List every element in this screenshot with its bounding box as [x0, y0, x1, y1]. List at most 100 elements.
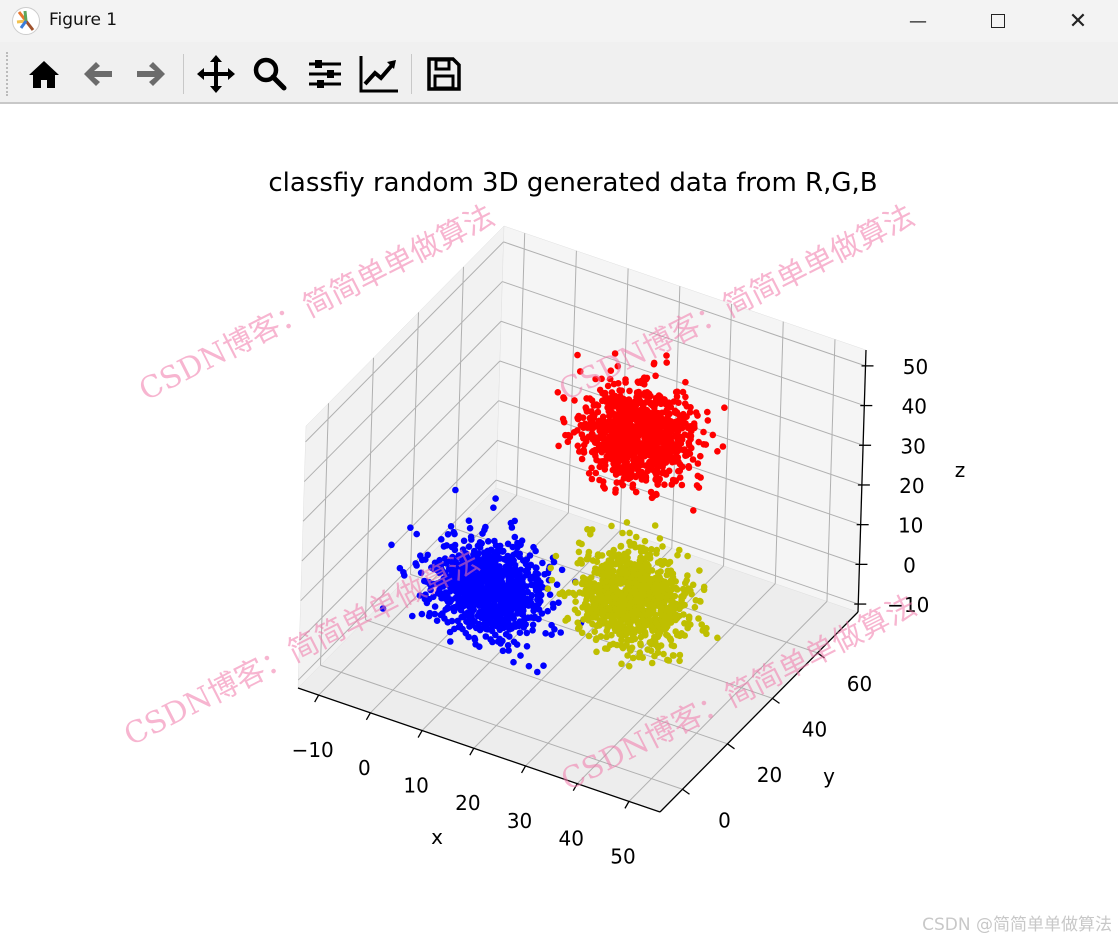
- scatter-point: [595, 620, 603, 627]
- scatter-point: [466, 524, 474, 532]
- scatter-point: [558, 566, 566, 574]
- scatter-point: [685, 463, 692, 470]
- scatter-point: [591, 602, 599, 609]
- scatter-point: [460, 537, 468, 545]
- scatter-point: [647, 399, 654, 406]
- edit-axis-icon: [359, 56, 398, 93]
- scatter-point: [633, 592, 640, 599]
- scatter-point: [532, 587, 540, 594]
- scatter-point: [458, 553, 466, 561]
- scatter-point: [520, 624, 528, 631]
- scatter-point: [608, 425, 616, 432]
- scatter-point: [610, 435, 617, 443]
- configure-subplots-button[interactable]: [305, 54, 345, 94]
- scatter-point: [719, 443, 727, 450]
- scatter-point: [529, 621, 537, 629]
- scatter-point: [532, 580, 540, 587]
- scatter-point: [588, 475, 596, 483]
- scatter-point: [496, 635, 503, 643]
- scatter-point: [663, 359, 670, 366]
- scatter-point: [695, 438, 702, 446]
- home-button[interactable]: [24, 54, 64, 94]
- scatter-point: [661, 578, 669, 586]
- scatter-point: [672, 423, 679, 431]
- forward-button[interactable]: [131, 54, 171, 94]
- scatter-point: [445, 565, 453, 572]
- scatter-point: [593, 635, 600, 642]
- edit-axis-button[interactable]: [359, 54, 399, 94]
- x-tick-label: −10: [292, 738, 334, 762]
- scatter-point: [609, 553, 617, 560]
- scatter-point: [564, 615, 572, 623]
- scatter-point: [481, 600, 488, 608]
- maximize-button[interactable]: [973, 0, 1023, 42]
- scatter-point: [460, 613, 467, 621]
- scatter-point: [643, 450, 651, 457]
- scatter-point: [676, 546, 683, 554]
- y-tick-label: 0: [718, 808, 731, 832]
- scatter-point: [488, 612, 495, 619]
- x-tick: [365, 712, 371, 721]
- scatter-point: [631, 635, 639, 643]
- scatter-point: [417, 569, 425, 577]
- scatter-point: [416, 592, 424, 599]
- scatter-point: [490, 592, 497, 600]
- gridline-z: [496, 479, 859, 605]
- scatter-point: [630, 566, 638, 573]
- x-tick: [417, 730, 423, 738]
- scatter-point: [451, 541, 459, 549]
- scatter-point: [463, 554, 471, 561]
- scatter-point: [440, 575, 448, 583]
- scatter-point: [686, 450, 694, 458]
- scatter-point: [622, 376, 629, 383]
- scatter-point: [605, 612, 613, 619]
- scatter-point: [579, 414, 587, 422]
- scatter-point: [507, 584, 514, 591]
- scatter-point: [601, 485, 608, 492]
- x-tick: [624, 801, 630, 809]
- scatter-point: [676, 651, 684, 659]
- y-axis-label: y: [823, 764, 835, 788]
- x-tick-label: 50: [610, 844, 635, 868]
- zoom-button[interactable]: [250, 54, 290, 94]
- scatter-point: [597, 566, 604, 574]
- scatter-point: [616, 602, 624, 609]
- z-tick-label: 20: [899, 474, 924, 498]
- scatter-point: [418, 610, 426, 618]
- z-tick-label: −10: [887, 593, 929, 617]
- scatter-point: [637, 640, 644, 647]
- scatter-point: [668, 441, 676, 448]
- scatter-point: [642, 546, 650, 553]
- scatter-point: [489, 564, 497, 572]
- back-button[interactable]: [78, 54, 118, 94]
- scatter-point: [623, 519, 631, 526]
- scatter-point: [431, 610, 439, 618]
- scatter-point: [465, 583, 473, 591]
- pan-button[interactable]: [196, 54, 236, 94]
- scatter-point: [444, 619, 452, 626]
- scatter-point: [589, 594, 596, 601]
- scatter-point: [696, 567, 703, 574]
- gridline-z: [299, 440, 498, 641]
- gridline-y: [320, 403, 329, 666]
- scatter-point: [548, 631, 555, 638]
- scatter-point: [665, 450, 672, 457]
- scatter-point: [624, 652, 631, 659]
- window-title: Figure 1: [49, 10, 118, 30]
- scatter-point: [451, 625, 458, 633]
- back-arrow-icon: [84, 62, 112, 86]
- scatter-point: [516, 572, 523, 580]
- scatter-point: [506, 633, 513, 640]
- toolbar-grip[interactable]: [6, 52, 10, 96]
- scatter-point: [509, 579, 517, 586]
- scatter-point: [500, 586, 508, 594]
- scatter-point: [637, 440, 645, 447]
- scatter-point: [672, 388, 680, 396]
- y-tick-label: 20: [757, 763, 782, 787]
- minimize-button[interactable]: —: [893, 0, 943, 42]
- close-button[interactable]: ✕: [1053, 0, 1103, 42]
- scatter-point: [606, 375, 614, 383]
- save-button[interactable]: [424, 54, 464, 94]
- scatter-point: [611, 418, 619, 426]
